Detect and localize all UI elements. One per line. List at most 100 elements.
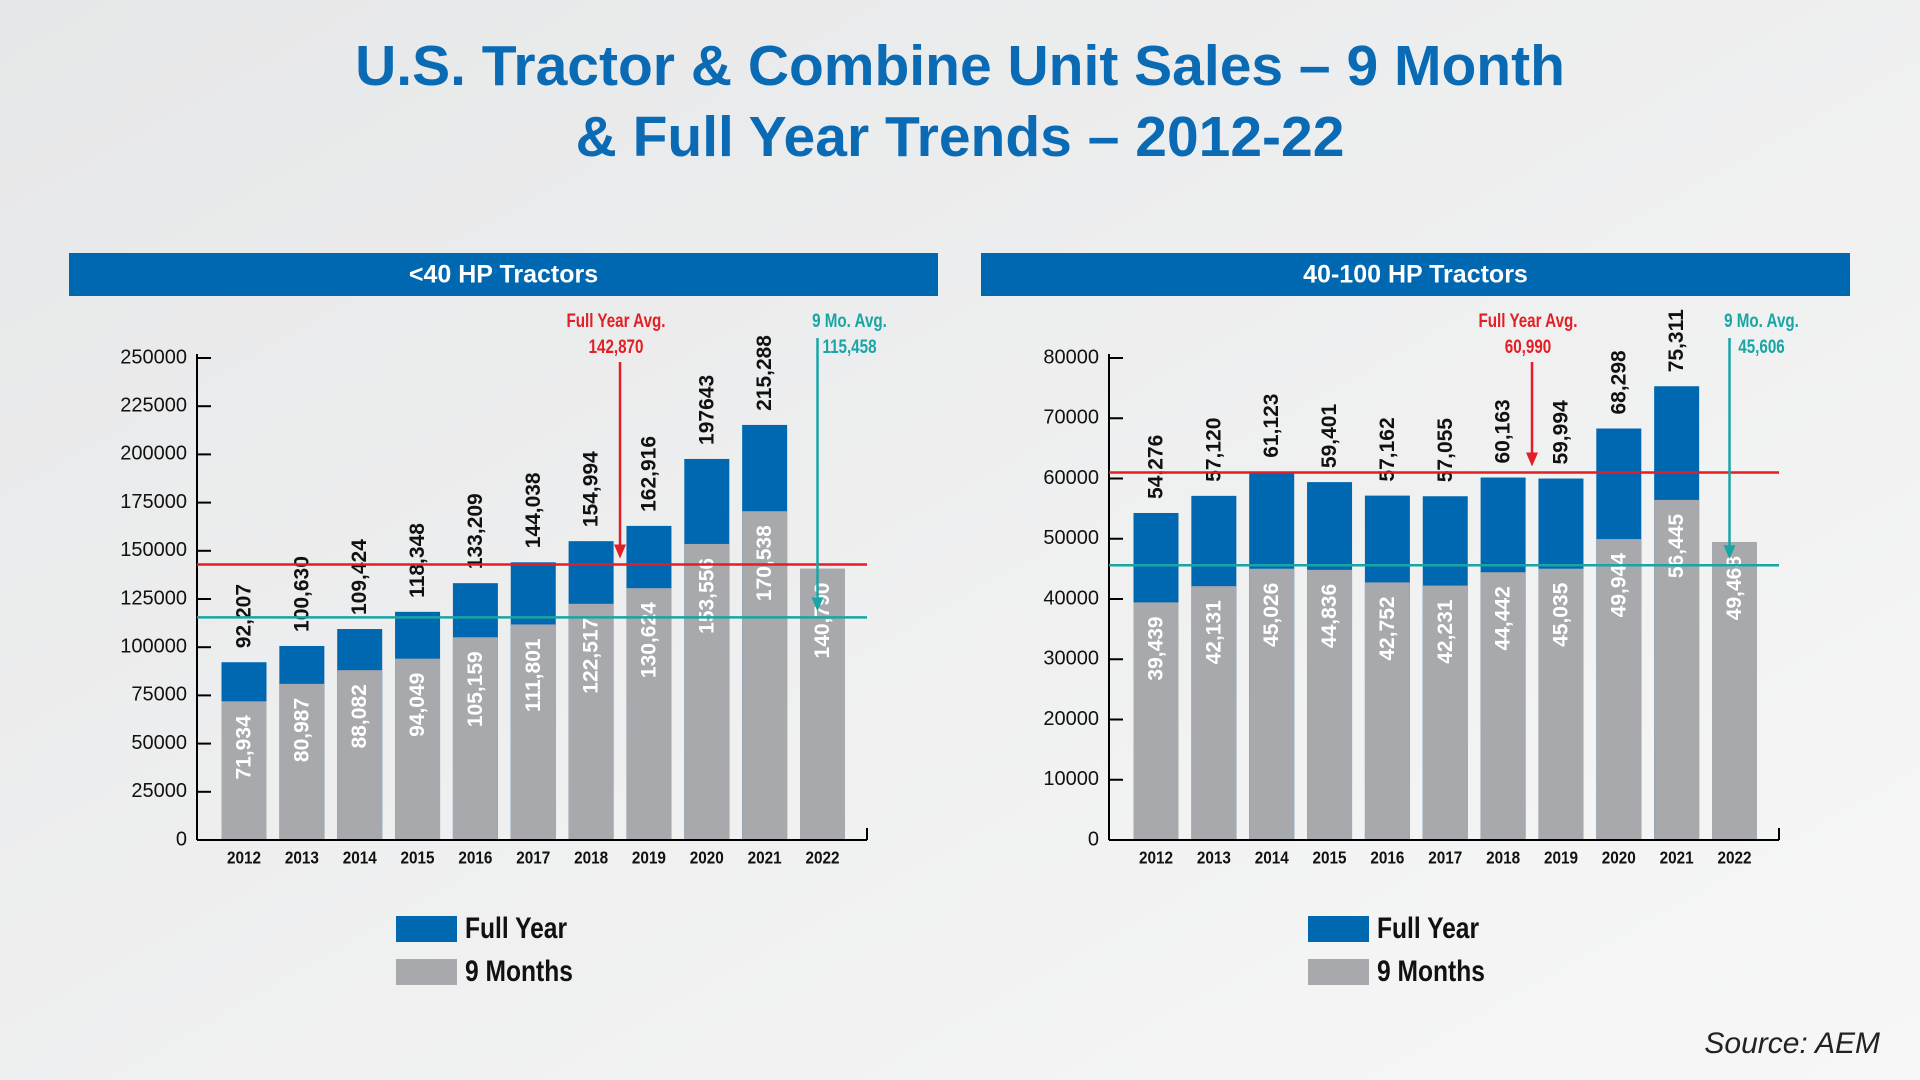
legend-swatch (1308, 916, 1369, 942)
value-label: 71,934 (233, 715, 256, 780)
legend-label: Full Year (1377, 911, 1479, 945)
x-tick-label: 2014 (343, 848, 378, 868)
reference-arrowhead (614, 544, 627, 559)
value-label: 68,298 (1607, 350, 1630, 415)
bar (742, 511, 788, 840)
x-tick-label: 2020 (1602, 848, 1636, 868)
value-label: 45,026 (1260, 583, 1283, 647)
reference-arrowhead (1723, 545, 1736, 560)
value-label: 140,790 (811, 583, 834, 659)
x-tick-label: 2019 (1544, 848, 1578, 868)
value-label: 130,624 (637, 602, 660, 678)
bar (1712, 541, 1757, 840)
y-tick-label: 100000 (120, 635, 187, 657)
reference-arrowhead (811, 597, 824, 612)
y-tick-label: 10000 (1043, 768, 1099, 790)
title-line: U.S. Tractor & Combine Unit Sales – 9 Mo… (355, 34, 1565, 98)
x-tick-label: 2021 (748, 848, 782, 868)
value-label: 39,439 (1145, 616, 1168, 680)
value-label: 118,348 (406, 523, 429, 598)
title-line: & Full Year Trends – 2012-22 (576, 105, 1345, 169)
value-label: 60,163 (1492, 399, 1515, 463)
y-tick-label: 0 (1088, 828, 1099, 850)
reference-label: Full Year Avg. (1479, 309, 1578, 331)
reference-arrowhead (1526, 452, 1539, 467)
value-label: 59,401 (1318, 404, 1341, 469)
y-tick-label: 0 (176, 828, 187, 850)
x-tick-label: 2022 (805, 848, 839, 868)
x-tick-label: 2013 (1197, 848, 1231, 868)
value-label: 42,752 (1376, 596, 1399, 660)
value-label: 88,082 (348, 684, 371, 748)
bar (684, 543, 730, 840)
legend-label: 9 Months (465, 954, 573, 988)
x-tick-label: 2015 (1313, 848, 1347, 868)
bar (1654, 499, 1700, 840)
value-label: 122,517 (580, 618, 603, 694)
value-label: 59,994 (1549, 400, 1572, 465)
bar (568, 603, 614, 840)
value-label: 57,162 (1376, 417, 1399, 481)
value-label: 44,442 (1492, 586, 1515, 650)
y-tick-label: 30000 (1043, 648, 1099, 670)
y-tick-label: 125000 (120, 587, 187, 609)
value-label: 154,994 (580, 451, 603, 527)
x-tick-label: 2017 (1428, 848, 1462, 868)
value-label: 105,159 (464, 651, 487, 727)
bar (510, 624, 556, 840)
x-tick-label: 2022 (1717, 848, 1751, 868)
y-tick-label: 50000 (1043, 527, 1099, 549)
legend-swatch (396, 959, 457, 985)
y-tick-label: 50000 (131, 732, 187, 754)
value-label: 94,049 (406, 673, 429, 737)
value-label: 80,987 (290, 698, 313, 762)
value-label: 215,288 (753, 335, 776, 411)
bar (800, 568, 845, 840)
value-label: 49,468 (1723, 556, 1746, 621)
y-tick-label: 200000 (120, 443, 187, 465)
bar (279, 683, 325, 840)
value-label: 44,836 (1318, 584, 1341, 648)
y-tick-label: 225000 (120, 394, 187, 416)
legend-label: Full Year (465, 911, 567, 945)
y-tick-label: 250000 (120, 346, 187, 368)
x-tick-label: 2019 (632, 848, 666, 868)
x-tick-label: 2021 (1660, 848, 1694, 868)
value-label: 54,276 (1145, 435, 1168, 499)
value-label: 57,120 (1202, 418, 1225, 482)
panel-title: 40-100 HP Tractors (1303, 261, 1528, 289)
value-label: 144,038 (522, 472, 545, 548)
x-tick-label: 2018 (574, 848, 608, 868)
x-tick-label: 2015 (401, 848, 435, 868)
reference-value: 115,458 (822, 335, 876, 357)
bar (452, 637, 498, 840)
value-label: 56,445 (1665, 514, 1688, 579)
value-label: 92,207 (233, 584, 256, 648)
x-tick-label: 2018 (1486, 848, 1520, 868)
reference-value: 45,606 (1738, 335, 1784, 357)
value-label: 162,916 (637, 436, 660, 512)
value-label: 100,630 (290, 556, 313, 632)
panel-title: <40 HP Tractors (409, 261, 598, 289)
value-label: 57,055 (1434, 418, 1457, 483)
bar (626, 588, 672, 840)
bar (1364, 582, 1410, 840)
source: Source: AEM (1704, 1027, 1880, 1060)
reference-label: 9 Mo. Avg. (1724, 309, 1799, 331)
x-tick-label: 2014 (1255, 848, 1290, 868)
y-tick-label: 25000 (131, 780, 187, 802)
y-tick-label: 40000 (1043, 587, 1099, 609)
x-tick-label: 2017 (516, 848, 550, 868)
value-label: 133,209 (464, 493, 487, 569)
value-label: 197643 (695, 375, 718, 445)
legend-swatch (396, 916, 457, 942)
bar (337, 670, 383, 840)
bar (1307, 569, 1353, 840)
x-tick-label: 2016 (458, 848, 492, 868)
legend-label: 9 Months (1377, 954, 1485, 988)
reference-value: 142,870 (589, 335, 644, 357)
panel-header (981, 253, 1850, 296)
x-tick-label: 2012 (1139, 848, 1173, 868)
